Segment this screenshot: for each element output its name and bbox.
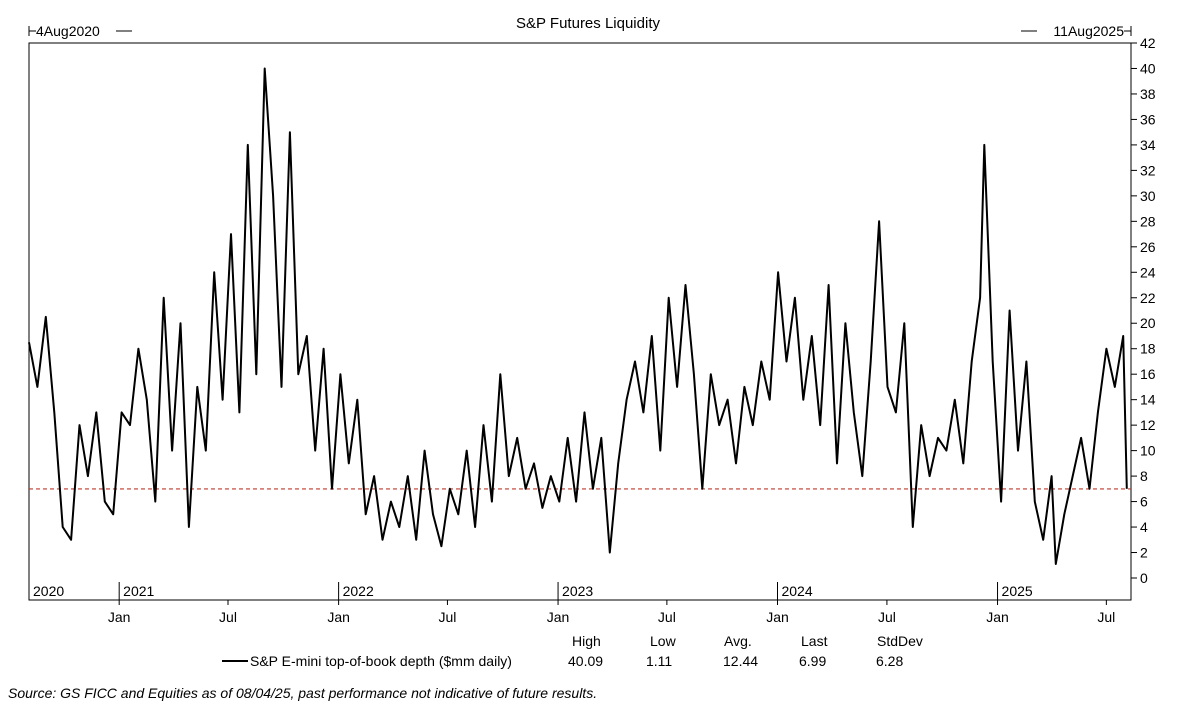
- y-tick-label: 40: [1140, 60, 1156, 76]
- year-label: 2021: [123, 583, 154, 599]
- y-tick-label: 36: [1140, 111, 1156, 127]
- x-axis: 2020 2021 2022 2023 2024 2025 Jan Jul Jan Jul Jan J…: [28, 582, 1115, 625]
- legend-series-name: S&P E-mini top-of-book depth ($mm daily): [250, 653, 512, 669]
- year-label: 2025: [1002, 583, 1033, 599]
- y-tick-label: 0: [1140, 570, 1148, 586]
- y-tick-label: 34: [1140, 137, 1156, 153]
- series-line: [28, 67, 1128, 565]
- stat-value-avg: 12.44: [723, 653, 759, 669]
- y-tick-label: 42: [1140, 35, 1156, 51]
- y-tick-label: 32: [1140, 162, 1156, 178]
- range-start-marker: 4Aug2020: [28, 23, 132, 39]
- y-tick-label: 14: [1140, 392, 1156, 408]
- stat-label-low: Low: [650, 633, 676, 649]
- chart-title: S&P Futures Liquidity: [516, 15, 660, 32]
- plot-frame: [28, 42, 1132, 601]
- month-label: Jan: [108, 609, 131, 625]
- month-label: Jan: [766, 609, 789, 625]
- y-tick-label: 20: [1140, 315, 1156, 331]
- y-tick-label: 26: [1140, 239, 1156, 255]
- y-tick-label: 2: [1140, 545, 1148, 561]
- month-label: Jul: [1097, 609, 1115, 625]
- y-tick-label: 38: [1140, 86, 1156, 102]
- y-tick-label: 16: [1140, 366, 1156, 382]
- stat-value-high: 40.09: [568, 653, 604, 669]
- month-label: Jul: [878, 609, 896, 625]
- y-tick-label: 10: [1140, 443, 1156, 459]
- month-label: Jan: [547, 609, 570, 625]
- year-label: 2023: [562, 583, 593, 599]
- series-layer: [28, 67, 1128, 565]
- y-tick-label: 22: [1140, 290, 1156, 306]
- year-label: 2020: [33, 583, 64, 599]
- month-label: Jul: [438, 609, 456, 625]
- y-tick-label: 12: [1140, 417, 1156, 433]
- y-tick-label: 6: [1140, 494, 1148, 510]
- legend-entry: S&P E-mini top-of-book depth ($mm daily): [222, 653, 512, 669]
- month-label: Jul: [658, 609, 676, 625]
- y-tick-label: 18: [1140, 341, 1156, 357]
- year-label: 2024: [781, 583, 812, 599]
- month-label: Jan: [986, 609, 1009, 625]
- stat-value-last: 6.99: [799, 653, 827, 669]
- y-tick-label: 4: [1140, 519, 1148, 535]
- month-label: Jul: [219, 609, 237, 625]
- stat-value-stddev: 6.28: [876, 653, 904, 669]
- month-label: Jan: [327, 609, 350, 625]
- stat-label-stddev: StdDev: [877, 633, 923, 649]
- legend-line-swatch: [222, 660, 248, 662]
- year-label: 2022: [343, 583, 374, 599]
- stat-value-low: 1.11: [646, 653, 673, 669]
- stat-label-avg: Avg.: [724, 633, 752, 649]
- stat-label-last: Last: [801, 633, 828, 649]
- range-start-label: 4Aug2020: [36, 23, 100, 39]
- stat-label-high: High: [572, 633, 601, 649]
- y-tick-label: 24: [1140, 264, 1156, 280]
- y-tick-label: 8: [1140, 468, 1148, 484]
- y-tick-label: 30: [1140, 188, 1156, 204]
- source-note: Source: GS FICC and Equities as of 08/04…: [8, 685, 598, 701]
- y-tick-label: 28: [1140, 213, 1156, 229]
- range-end-label: 11Aug2025: [1053, 23, 1124, 39]
- range-end-marker: 11Aug2025: [1021, 23, 1132, 39]
